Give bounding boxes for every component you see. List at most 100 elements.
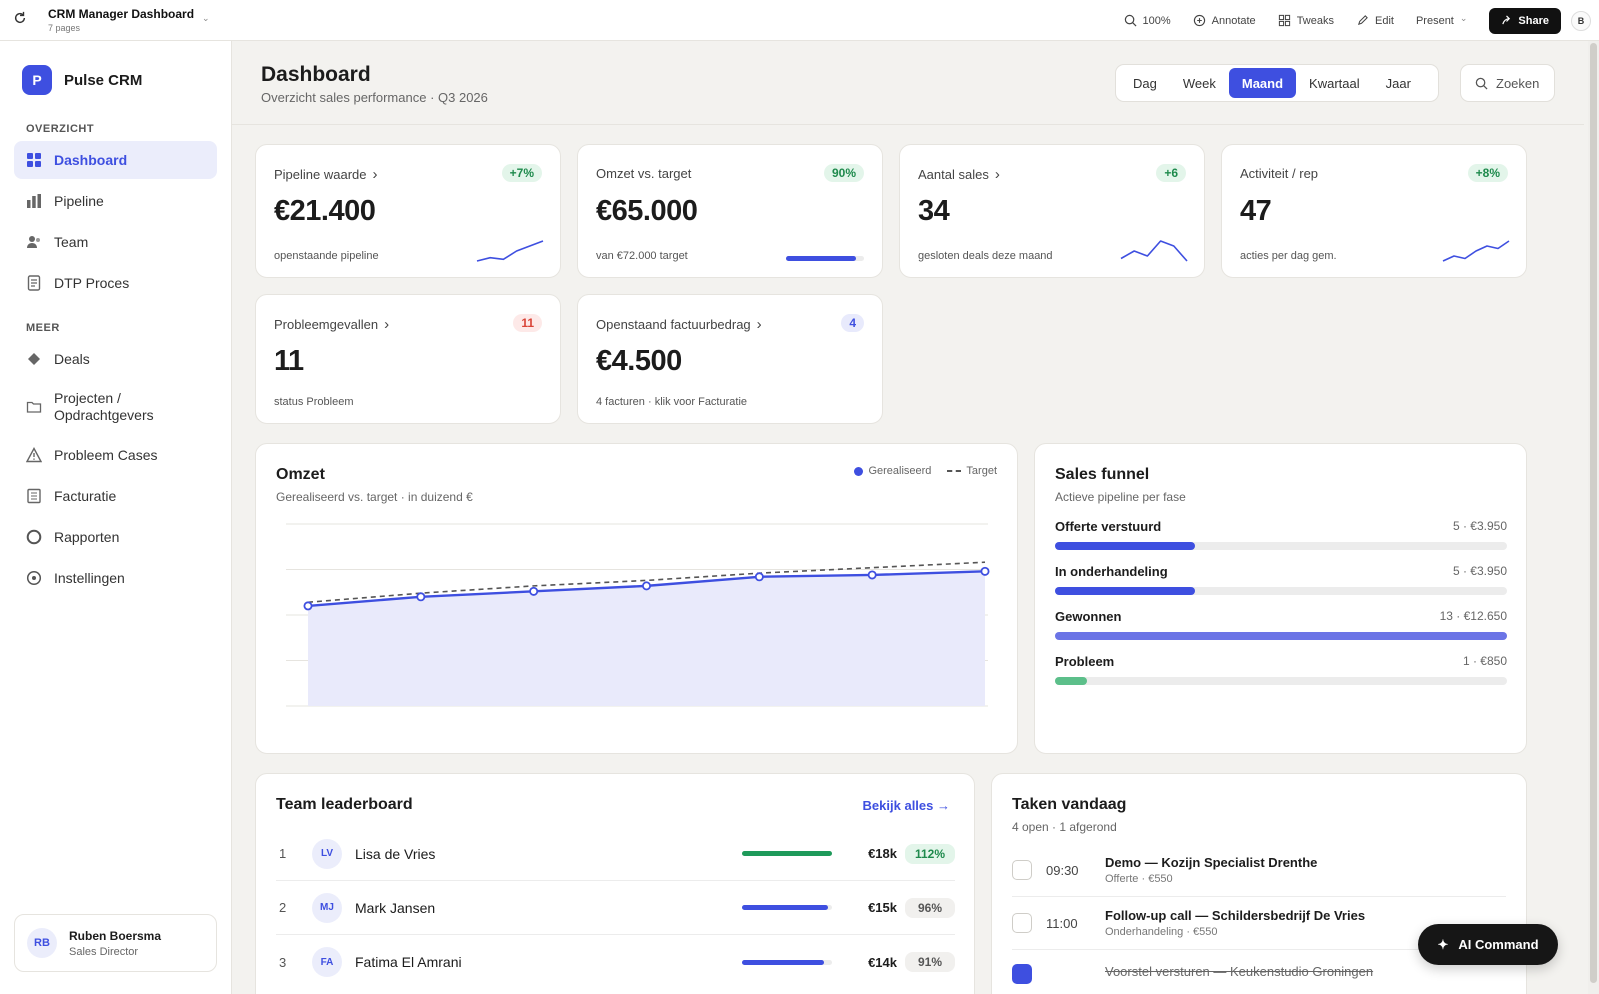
refresh-icon[interactable] xyxy=(0,11,40,29)
period-dag[interactable]: Dag xyxy=(1133,75,1157,91)
data-point xyxy=(980,566,990,576)
period-maand[interactable]: Maand xyxy=(1228,68,1297,98)
sliders-icon xyxy=(1278,14,1290,27)
realized-area xyxy=(308,571,985,706)
kpi-label: Omzet vs. target xyxy=(596,166,691,181)
tweaks-button[interactable]: Tweaks xyxy=(1278,14,1334,27)
brand-logo: P xyxy=(22,65,52,95)
comment-icon xyxy=(1193,14,1205,27)
quota-bar xyxy=(742,959,832,965)
quota-bar xyxy=(742,851,832,856)
task-checkbox[interactable] xyxy=(1012,860,1032,880)
rep-amount: €14k xyxy=(868,954,897,970)
sidebar-item-facturatie[interactable]: Facturatie xyxy=(14,477,217,515)
sidebar-item-probleem-cases[interactable]: Probleem Cases xyxy=(14,436,217,474)
kpi-card-activiteit[interactable]: Activiteit / rep +8% 47 acties per dag g… xyxy=(1221,144,1527,278)
data-point xyxy=(416,592,426,602)
funnel-subtitle: Actieve pipeline per fase xyxy=(1055,490,1186,504)
sidebar: P Pulse CRM OVERZICHT Dashboard Pipeline… xyxy=(0,41,232,994)
kpi-label: Pipeline waarde › xyxy=(274,166,378,183)
kpi-title: Pipeline waarde xyxy=(274,167,367,182)
kpi-card-pipeline[interactable]: Pipeline waarde › +7% €21.400 openstaande… xyxy=(255,144,561,278)
kpi-label: Openstaand factuurbedrag › xyxy=(596,316,762,333)
annotate-button[interactable]: Annotate xyxy=(1193,14,1256,27)
funnel-row[interactable]: In onderhandeling 5 · €3.950 xyxy=(1055,564,1507,595)
sidebar-item-projecten[interactable]: Projecten / Opdrachtgevers xyxy=(14,381,217,433)
leaderboard-row[interactable]: 1 LV Lisa de Vries €18k 112% xyxy=(276,827,955,881)
user-name: Ruben Boersma xyxy=(69,928,162,943)
task-title: Voorstel versturen — Keukenstudio Gronin… xyxy=(1105,964,1374,979)
document-icon xyxy=(26,275,42,291)
funnel-fill xyxy=(1055,632,1507,640)
kpi-card-factuur[interactable]: Openstaand factuurbedrag › 4 €4.500 4 fac… xyxy=(577,294,883,424)
leaderboard-row[interactable]: 2 MJ Mark Jansen €15k 96% xyxy=(276,881,955,935)
leaderboard-row[interactable]: 3 FA Fatima El Amrani €14k 91% xyxy=(276,935,955,989)
brand[interactable]: P Pulse CRM xyxy=(22,65,231,95)
funnel-row[interactable]: Gewonnen 13 · €12.650 xyxy=(1055,609,1507,640)
kpi-badge: 4 xyxy=(841,314,864,332)
ai-command-button[interactable]: ✦ AI Command xyxy=(1418,924,1558,965)
sidebar-item-instellingen[interactable]: Instellingen xyxy=(14,559,217,597)
kpi-badge: +8% xyxy=(1467,164,1508,182)
user-card[interactable]: RB Ruben Boersma Sales Director xyxy=(14,914,217,972)
task-meta: Onderhandeling · €550 xyxy=(1105,926,1218,938)
task-item[interactable]: 09:30 Demo — Kozijn Specialist Drenthe Of… xyxy=(1012,844,1506,897)
sidebar-item-label: DTP Proces xyxy=(54,275,130,291)
sidebar-item-dashboard[interactable]: Dashboard xyxy=(14,141,217,179)
zoom-button[interactable]: 100% xyxy=(1124,14,1171,27)
chart-title: Omzet xyxy=(276,466,325,483)
present-label: Present xyxy=(1415,14,1454,27)
kpi-caption: van €72.000 target xyxy=(596,250,688,262)
funnel-row[interactable]: Probleem 1 · €850 xyxy=(1055,654,1507,685)
kpi-card-probleem[interactable]: Probleemgevallen › 11 11 status Probleem xyxy=(255,294,561,424)
task-item[interactable]: 11:00 Follow-up call — Schildersbedrijf … xyxy=(1012,897,1506,950)
quota-fill xyxy=(742,851,832,856)
funnel-track xyxy=(1055,632,1507,640)
kpi-card-omzet[interactable]: Omzet vs. target 90% €65.000 van €72.000… xyxy=(577,144,883,278)
document-title[interactable]: CRM Manager Dashboard 7 pages xyxy=(48,7,194,33)
share-button[interactable]: Share xyxy=(1489,7,1561,34)
sidebar-item-team[interactable]: Team xyxy=(14,223,217,261)
present-button[interactable]: Present ⌄ xyxy=(1415,13,1467,27)
funnel-track xyxy=(1055,542,1507,550)
task-checkbox[interactable] xyxy=(1012,913,1032,933)
sidebar-item-label: Probleem Cases xyxy=(54,447,158,463)
folder-icon xyxy=(26,399,42,415)
page-subtitle: Overzicht sales performance · Q3 2026 xyxy=(261,90,488,105)
edit-label: Edit xyxy=(1374,14,1394,27)
ai-command-label: AI Command xyxy=(1458,937,1539,952)
sidebar-item-pipeline[interactable]: Pipeline xyxy=(14,182,217,220)
sidebar-item-label: Facturatie xyxy=(54,488,117,504)
task-title: Demo — Kozijn Specialist Drenthe xyxy=(1105,855,1318,870)
legend-realized-label: Gerealiseerd xyxy=(868,465,932,477)
funnel-value: 1 · €850 xyxy=(1462,654,1507,668)
user-avatar[interactable]: B xyxy=(1571,10,1591,31)
funnel-row[interactable]: Offerte verstuurd 5 · €3.950 xyxy=(1055,519,1507,550)
task-item-done[interactable]: Voorstel versturen — Keukenstudio Gronin… xyxy=(1012,950,1506,994)
funnel-stage: In onderhandeling xyxy=(1055,564,1168,579)
kpi-caption: openstaande pipeline xyxy=(274,250,379,262)
rep-name: Lisa de Vries xyxy=(355,845,436,862)
sidebar-item-dtp-proces[interactable]: DTP Proces xyxy=(14,264,217,302)
data-point xyxy=(867,570,877,580)
invoice-icon xyxy=(26,488,42,504)
tasks-subtitle: 4 open · 1 afgerond xyxy=(1012,820,1117,834)
scrollbar-thumb[interactable] xyxy=(1590,43,1597,983)
task-checkbox-checked[interactable] xyxy=(1012,964,1032,984)
chevron-down-icon[interactable]: ⌄ xyxy=(202,12,210,23)
kpi-card-sales[interactable]: Aantal sales › +6 34 gesloten deals deze … xyxy=(899,144,1205,278)
scrollbar[interactable] xyxy=(1588,41,1599,994)
circle-icon xyxy=(26,529,42,545)
period-kwartaal[interactable]: Kwartaal xyxy=(1309,75,1360,91)
share-icon xyxy=(1502,15,1511,25)
sparkline xyxy=(1442,240,1510,262)
search-button[interactable]: Zoeken xyxy=(1460,64,1555,102)
sidebar-item-deals[interactable]: Deals xyxy=(14,340,217,378)
view-all-link[interactable]: Bekijk alles → xyxy=(862,798,950,813)
period-week[interactable]: Week xyxy=(1182,75,1216,91)
page-header: Dashboard Overzicht sales performance · … xyxy=(232,41,1584,125)
sparkline-path xyxy=(1442,240,1510,262)
edit-button[interactable]: Edit xyxy=(1356,14,1394,27)
sidebar-item-rapporten[interactable]: Rapporten xyxy=(14,518,217,556)
period-jaar[interactable]: Jaar xyxy=(1385,75,1411,91)
